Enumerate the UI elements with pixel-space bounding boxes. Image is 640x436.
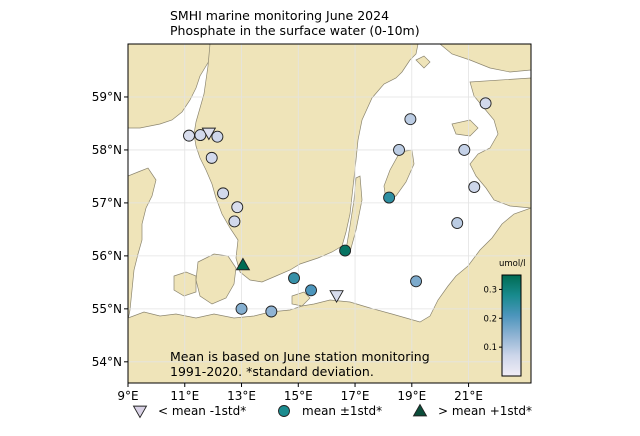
y-tick-label: 55°N [92, 302, 122, 316]
station-marker [288, 272, 300, 285]
colorbar-tick-label: 0.3 [483, 285, 497, 295]
station-marker [235, 257, 251, 271]
station-marker [329, 290, 344, 304]
land-baltics [469, 77, 531, 209]
title-line-2: Phosphate in the surface water (0-10m) [170, 23, 420, 38]
colorbar-tick-label: 0.2 [483, 314, 497, 324]
legend-symbol-triangle-up [412, 403, 428, 417]
x-tick-label: 21°E [454, 389, 483, 403]
x-tick-label: 9°E [117, 389, 138, 403]
station-marker [211, 130, 224, 143]
colorbar-unit: umol/l [499, 259, 525, 269]
station-marker [451, 217, 464, 229]
station-marker [404, 113, 417, 126]
station-marker [228, 215, 241, 228]
title-line-1: SMHI marine monitoring June 2024 [170, 8, 390, 23]
station-marker [468, 181, 481, 193]
note-text: Mean is based on June station monitoring… [170, 349, 430, 379]
x-tick-label: 11°E [170, 389, 199, 403]
land-aland [415, 55, 431, 69]
station-marker [458, 143, 471, 156]
land-zealand [195, 253, 237, 305]
station-marker [217, 187, 230, 200]
x-tick-label: 15°E [284, 389, 313, 403]
station-marker [393, 143, 405, 156]
graticule [127, 44, 531, 383]
note-line-1: Mean is based on June station monitoring [170, 349, 430, 364]
y-tick-label: 54°N [92, 355, 122, 369]
y-tick-label: 57°N [92, 196, 122, 210]
y-tick-label: 58°N [92, 143, 122, 157]
legend: < mean -1std* mean ±1std* > mean +1std* [132, 403, 532, 419]
legend-symbol-circle [278, 405, 290, 417]
station-marker [205, 151, 218, 164]
x-tick-label: 17°E [341, 389, 370, 403]
land-bornholm [291, 291, 311, 307]
y-tick-label: 59°N [92, 90, 122, 104]
note-line-2: 1991-2020. *standard deviation. [170, 364, 374, 379]
land-saaremaa [451, 119, 479, 137]
station-marker [183, 129, 195, 142]
legend-label: < mean -1std* [158, 404, 246, 418]
land-south-coast [128, 207, 531, 383]
map-title: SMHI marine monitoring June 2024 Phospha… [170, 8, 420, 38]
colorbar-gradient [501, 274, 522, 377]
station-marker [383, 191, 396, 204]
land-finland [439, 44, 531, 73]
station-marker [201, 127, 217, 141]
legend-label: > mean +1std* [438, 404, 532, 418]
land-layer [128, 44, 531, 383]
land-gotland [383, 149, 415, 201]
x-tick-label: 13°E [227, 389, 256, 403]
legend-symbol-triangle-down [132, 405, 148, 419]
station-marker [410, 275, 423, 288]
station-marker [265, 305, 278, 318]
colorbar-tick-label: 0.1 [483, 343, 497, 353]
colorbar: umol/l 0.1 0.2 0.3 [483, 259, 525, 377]
station-markers [183, 97, 492, 318]
x-tick-label: 19°E [397, 389, 426, 403]
land-jutland [128, 167, 157, 321]
station-marker [339, 244, 352, 257]
plot-frame [127, 43, 532, 384]
station-marker [235, 302, 248, 315]
y-tick-label: 56°N [92, 249, 122, 263]
legend-label: mean ±1std* [302, 404, 382, 418]
x-axis-ticks: 9°E 11°E 13°E 15°E 17°E 19°E 21°E [117, 383, 483, 403]
colorbar-ticks: 0.1 0.2 0.3 [483, 285, 502, 353]
station-marker [305, 284, 318, 297]
station-marker [231, 201, 244, 214]
y-axis-ticks: 59°N 58°N 57°N 56°N 55°N 54°N [92, 90, 128, 369]
land-sweden [193, 44, 419, 283]
station-marker [479, 97, 492, 110]
